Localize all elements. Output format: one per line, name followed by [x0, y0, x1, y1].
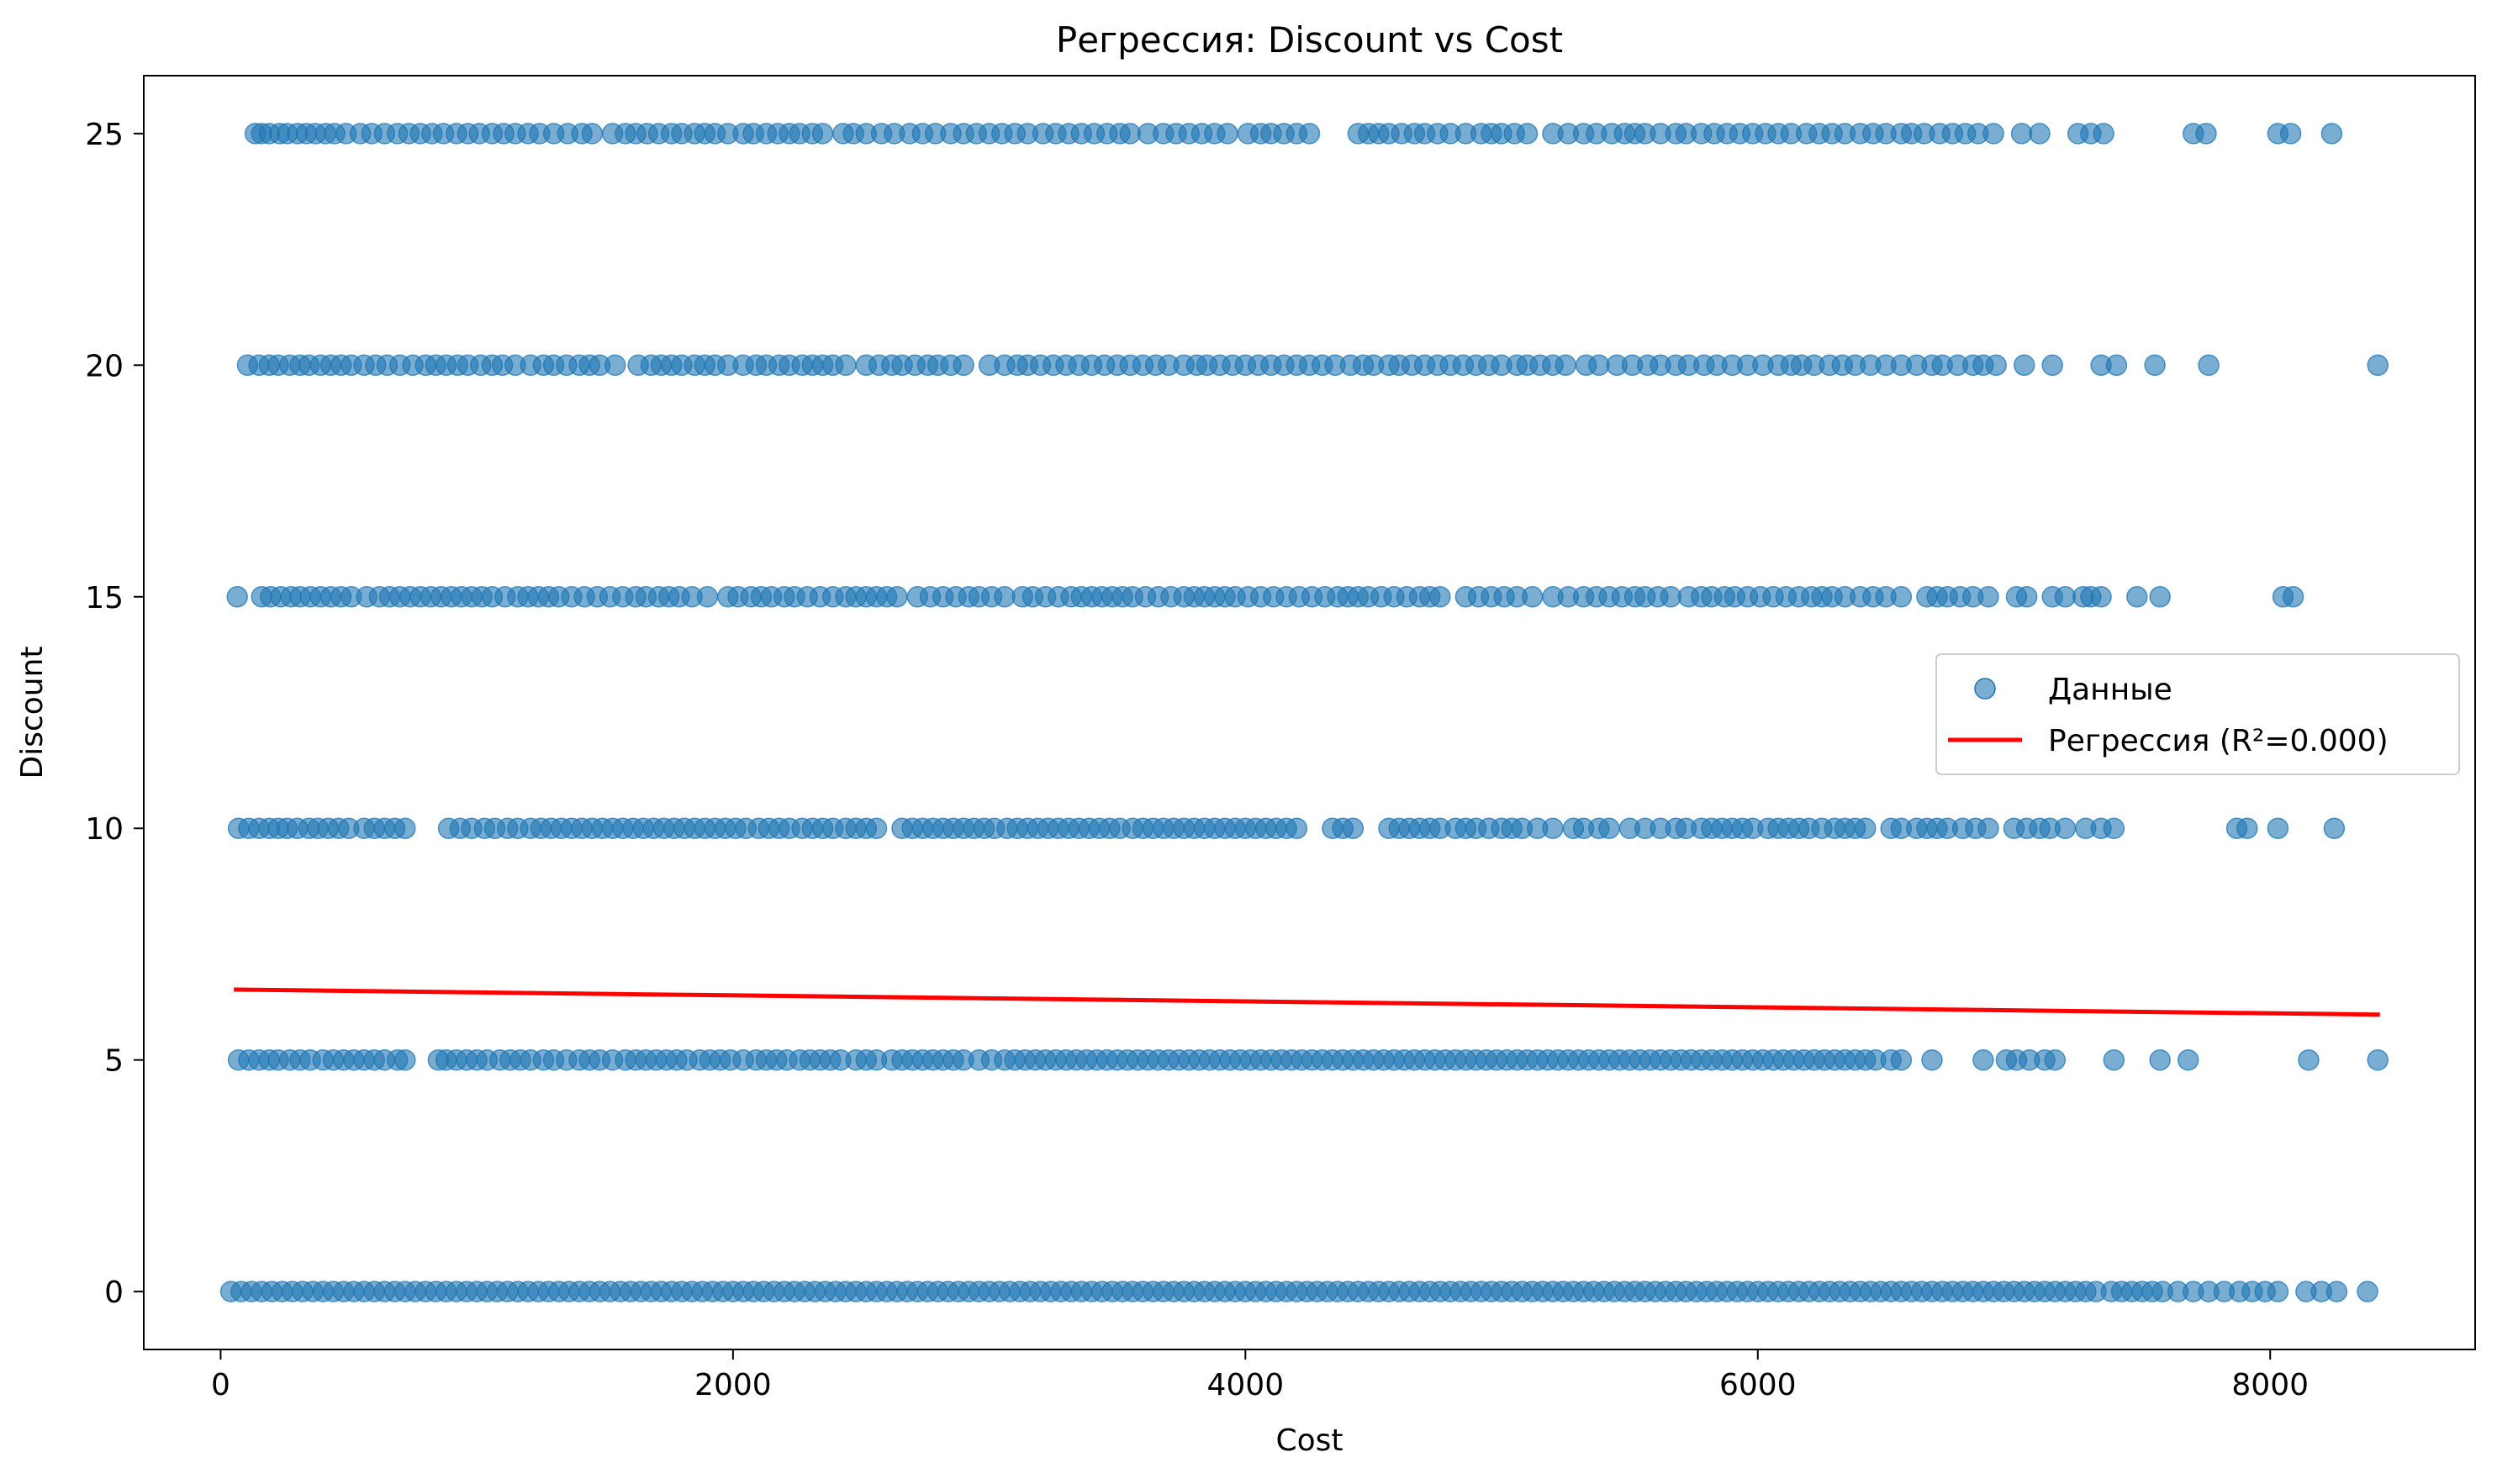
scatter-point	[2320, 123, 2343, 145]
scatter-point	[811, 123, 834, 145]
scatter-point	[2013, 354, 2035, 377]
scatter-point	[2198, 354, 2220, 377]
scatter-point	[1921, 1048, 1943, 1071]
y-tick-label: 10	[85, 812, 124, 847]
scatter-point	[1119, 123, 1141, 145]
scatter-point	[953, 354, 974, 377]
y-tick-label: 15	[85, 581, 124, 615]
scatter-point	[1542, 817, 1564, 839]
legend-label-regression: Регрессия (R²=0.000)	[2048, 724, 2389, 758]
scatter-point	[2298, 1048, 2320, 1071]
scatter-point	[2093, 123, 2114, 145]
regression-line-layer	[234, 987, 2380, 1017]
x-axis: 0 2000 4000 6000 8000	[211, 1349, 2309, 1402]
scatter-point	[1598, 817, 1620, 839]
scatter-point	[1342, 817, 1365, 839]
scatter-point	[2279, 123, 2302, 145]
scatter-point	[2267, 1281, 2289, 1302]
scatter-point	[865, 817, 888, 839]
scatter-point	[2149, 1048, 2171, 1071]
scatter-point	[1890, 1048, 1913, 1071]
y-axis: 0 5 10 15 20 25	[85, 118, 144, 1310]
scatter-point	[226, 586, 248, 608]
scatter-point	[1555, 354, 1576, 377]
legend: Данные Регрессия (R²=0.000)	[1935, 653, 2460, 775]
scatter-point	[2323, 817, 2346, 839]
y-tick-label: 5	[104, 1044, 124, 1079]
scatter-point	[1521, 586, 1544, 608]
scatter-point	[696, 586, 719, 608]
scatter-point	[2090, 586, 2112, 608]
scatter-point	[994, 586, 1016, 608]
chart-title: Регрессия: Discount vs Cost	[1056, 19, 1563, 61]
scatter-point	[2367, 1048, 2389, 1071]
scatter-point	[1890, 586, 1913, 608]
scatter-point	[2367, 354, 2389, 377]
scatter-point	[581, 123, 604, 145]
x-tick-label: 2000	[694, 1368, 772, 1402]
scatter-point	[2149, 586, 2171, 608]
y-tick-label: 25	[85, 118, 124, 152]
scatter-point	[2054, 817, 2077, 839]
scatter-point	[2126, 586, 2148, 608]
plot-area-frame	[143, 75, 2476, 1350]
scatter-point	[2177, 1048, 2199, 1071]
y-axis-label: Discount	[15, 646, 50, 779]
scatter-points	[219, 123, 2389, 1302]
regression-line	[234, 987, 2380, 1017]
scatter-point	[2044, 1048, 2067, 1071]
scatter-point	[604, 354, 626, 377]
scatter-point	[1977, 586, 1999, 608]
scatter-point	[2357, 1281, 2378, 1302]
scatter-point	[2103, 817, 2125, 839]
y-tick-label: 20	[85, 349, 124, 383]
scatter-point	[2054, 586, 2077, 608]
x-axis-label: Cost	[1275, 1423, 1343, 1458]
scatter-point	[1855, 817, 1877, 839]
scatter-point	[2105, 354, 2128, 377]
scatter-point	[1298, 123, 1321, 145]
scatter-point	[1660, 586, 1681, 608]
legend-box	[1935, 653, 2460, 775]
scatter-point	[1985, 354, 2007, 377]
legend-marker-data	[1974, 678, 1996, 700]
scatter-point	[2325, 1281, 2348, 1302]
scatter-point	[1516, 123, 1539, 145]
scatter-point	[2195, 123, 2217, 145]
scatter-point	[1588, 354, 1610, 377]
scatter-point	[1982, 123, 2004, 145]
x-tick-label: 4000	[1207, 1368, 1285, 1402]
x-tick-label: 6000	[1719, 1368, 1797, 1402]
scatter-point	[1972, 1048, 1994, 1071]
scatter-point	[1217, 123, 1238, 145]
scatter-point	[1285, 817, 1308, 839]
scatter-point	[394, 1048, 416, 1071]
scatter-point	[2103, 1048, 2125, 1071]
scatter-point	[2267, 817, 2289, 839]
scatter-point	[2041, 354, 2063, 377]
scatter-point	[2015, 586, 2038, 608]
scatter-point	[1429, 586, 1451, 608]
x-tick-label: 0	[211, 1368, 230, 1402]
scatter-point	[886, 586, 908, 608]
scatter-point	[2236, 817, 2258, 839]
scatter-point	[2010, 123, 2033, 145]
scatter-point	[1977, 817, 1999, 839]
scatter-point	[2144, 354, 2166, 377]
x-tick-label: 8000	[2231, 1368, 2309, 1402]
legend-label-data: Данные	[2048, 673, 2172, 707]
scatter-point	[394, 817, 416, 839]
y-tick-label: 0	[104, 1275, 124, 1310]
scatter-point	[2029, 123, 2051, 145]
scatter-point	[2282, 586, 2304, 608]
scatter-point	[835, 354, 857, 377]
